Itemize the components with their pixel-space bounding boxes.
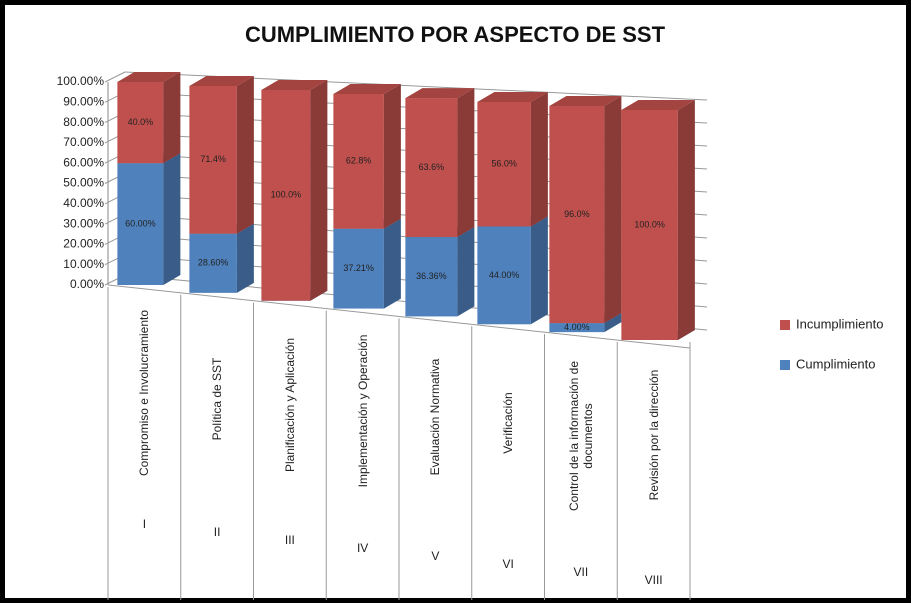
group-label: VIII: [645, 573, 663, 587]
bar-segment: [621, 100, 695, 340]
chart-title: CUMPLIMIENTO POR ASPECTO DE SST: [245, 22, 666, 47]
bar-top: [261, 80, 328, 90]
data-label: 100.0%: [271, 190, 302, 200]
y-tick-label: 10.00%: [63, 257, 104, 271]
y-tick-label: 20.00%: [63, 237, 104, 251]
bar-side: [383, 218, 401, 309]
bar-segment: [261, 80, 328, 301]
bar-front: [117, 82, 164, 164]
y-tick-label: 50.00%: [63, 176, 104, 190]
data-label: 44.00%: [489, 270, 520, 280]
data-label: 96.0%: [564, 209, 590, 219]
bar-front: [405, 237, 458, 317]
bar-front: [405, 98, 458, 238]
x-tick-label: Planificación y Aplicación: [282, 337, 297, 473]
bar-side: [236, 223, 254, 293]
bar-top: [477, 92, 548, 102]
bar-front: [333, 93, 384, 229]
bar-front: [189, 86, 237, 234]
data-label: 37.21%: [343, 263, 374, 273]
x-tick-label: Control de la información de documentos: [566, 360, 595, 512]
legend-swatch: [780, 360, 790, 370]
bar-top: [117, 72, 181, 82]
y-tick-label: 40.00%: [63, 196, 104, 210]
bar-side: [604, 313, 622, 333]
x-tick-label: Verificación: [501, 392, 516, 454]
floor-line: [107, 284, 691, 349]
bar-side: [383, 83, 401, 229]
group-label: II: [214, 525, 221, 539]
data-label: 63.6%: [419, 162, 445, 172]
group-label: I: [143, 517, 146, 531]
legend-label: Incumplimiento: [796, 316, 883, 331]
group-label: V: [431, 549, 439, 563]
bar-segment: [477, 92, 548, 227]
bar-front: [261, 90, 311, 301]
y-tick-label: 80.00%: [63, 115, 104, 129]
group-label: VII: [574, 565, 589, 579]
bar-top: [549, 96, 622, 106]
group-label: III: [285, 533, 295, 547]
bar-side: [236, 76, 254, 234]
group-label: VI: [502, 557, 513, 571]
x-tick-label: Revisión por la dirección: [646, 369, 661, 501]
data-label: 36.36%: [416, 271, 447, 281]
data-label: 56.0%: [491, 159, 517, 169]
bar-side: [163, 153, 181, 285]
bar-segment: [117, 72, 181, 164]
y-tick-label: 100.00%: [57, 74, 105, 88]
bar-segment: [333, 83, 401, 229]
legend-label: Cumplimiento: [796, 356, 875, 371]
bar-side: [530, 216, 548, 325]
bar-side: [677, 100, 695, 340]
data-label: 62.8%: [346, 156, 372, 166]
bar-segment: [405, 88, 475, 238]
bar-side: [530, 92, 548, 227]
bar-top: [405, 88, 475, 99]
bar-front: [477, 102, 531, 227]
x-tick-label: Implementación y Operación: [355, 334, 370, 488]
bar-segment: [477, 216, 548, 325]
data-label: 60.00%: [125, 218, 156, 228]
x-tick-label: Compromiso e Involucramiento: [137, 309, 152, 477]
group-label: IV: [357, 541, 368, 555]
bar-front: [549, 323, 605, 333]
data-label: 71.4%: [200, 154, 226, 164]
bar-side: [604, 96, 622, 324]
tick-mark: [104, 71, 126, 83]
bar-segment: [189, 76, 254, 234]
y-tick-label: 60.00%: [63, 155, 104, 169]
y-tick-label: 70.00%: [63, 135, 104, 149]
bar-front: [477, 226, 531, 325]
bar-top: [333, 83, 401, 94]
bar-side: [163, 72, 181, 164]
y-tick-label: 30.00%: [63, 216, 104, 230]
bar-front: [117, 163, 164, 285]
bar-top: [621, 100, 695, 110]
bar-front: [189, 233, 237, 293]
bar-side: [310, 80, 328, 301]
data-label: 100.0%: [634, 219, 665, 229]
bar-front: [549, 106, 605, 324]
data-label: 4.00%: [564, 322, 590, 332]
data-label: 28.60%: [198, 258, 229, 268]
bar-side: [457, 88, 475, 238]
data-label: 40.0%: [128, 117, 154, 127]
bar-front: [333, 228, 384, 309]
bar-segment: [549, 96, 622, 324]
bar-front: [621, 110, 678, 340]
legend-swatch: [780, 320, 790, 330]
bar-side: [457, 227, 475, 317]
y-tick-label: 90.00%: [63, 94, 104, 108]
y-tick-label: 0.00%: [70, 277, 104, 291]
bar-top: [189, 76, 254, 86]
x-tick-label: Evaluación Normativa: [428, 358, 443, 476]
x-tick-label: Política de SST: [210, 357, 225, 441]
